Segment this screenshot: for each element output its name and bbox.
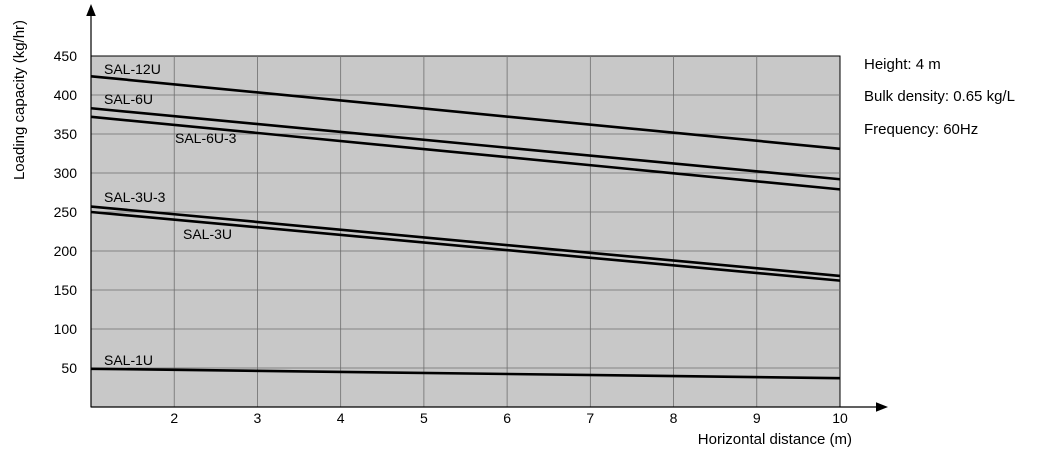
x-tick-label: 6 — [503, 410, 511, 426]
y-axis-label: Loading capacity (kg/hr) — [11, 20, 28, 180]
y-tick-label: 50 — [61, 360, 77, 376]
series-line-sal-6u-3 — [90, 115, 841, 191]
note-bulk-density: Bulk density: 0.65 kg/L — [864, 88, 1015, 105]
series-label-sal-12u: SAL-12U — [104, 61, 161, 77]
y-tick-label: 450 — [54, 48, 78, 64]
series-label-sal-3u-3: SAL-3U-3 — [104, 189, 166, 205]
series-label-sal-6u: SAL-6U — [104, 91, 153, 107]
y-tick-label: 200 — [54, 243, 78, 259]
x-tick-label: 3 — [254, 410, 262, 426]
x-tick-label: 5 — [420, 410, 428, 426]
x-tick-label: 4 — [337, 410, 345, 426]
series-line-sal-3u-3 — [90, 205, 841, 278]
series-line-sal-1u — [90, 367, 841, 380]
y-tick-label: 250 — [54, 204, 78, 220]
grid-lines — [91, 56, 840, 407]
x-tick-label: 2 — [170, 410, 178, 426]
series-label-sal-1u: SAL-1U — [104, 352, 153, 368]
plot-area — [90, 55, 841, 408]
y-tick-label: 400 — [54, 87, 78, 103]
series-lines — [90, 74, 841, 380]
x-axis-label: Horizontal distance (m) — [698, 431, 852, 448]
y-tick-label: 300 — [54, 165, 78, 181]
series-labels: SAL-12U SAL-6U SAL-6U-3 SAL-3U-3 SAL-3U SAL-1… — [104, 61, 237, 368]
series-line-sal-3u — [90, 210, 841, 282]
series-line-sal-12u — [90, 74, 841, 151]
x-tick-label: 9 — [753, 410, 761, 426]
x-tick-label: 10 — [832, 410, 848, 426]
y-tick-labels: 50 100 150 200 250 300 350 400 450 — [54, 48, 78, 376]
y-tick-label: 350 — [54, 126, 78, 142]
x-tick-labels: 2 3 4 5 6 7 8 9 10 — [170, 410, 848, 426]
y-tick-label: 100 — [54, 321, 78, 337]
series-line-sal-6u — [90, 106, 841, 181]
series-label-sal-3u: SAL-3U — [183, 226, 232, 242]
note-frequency: Frequency: 60Hz — [864, 121, 979, 138]
note-height: Height: 4 m — [864, 56, 941, 73]
y-tick-label: 150 — [54, 282, 78, 298]
x-tick-label: 7 — [586, 410, 594, 426]
x-tick-label: 8 — [670, 410, 678, 426]
series-label-sal-6u-3: SAL-6U-3 — [175, 130, 237, 146]
